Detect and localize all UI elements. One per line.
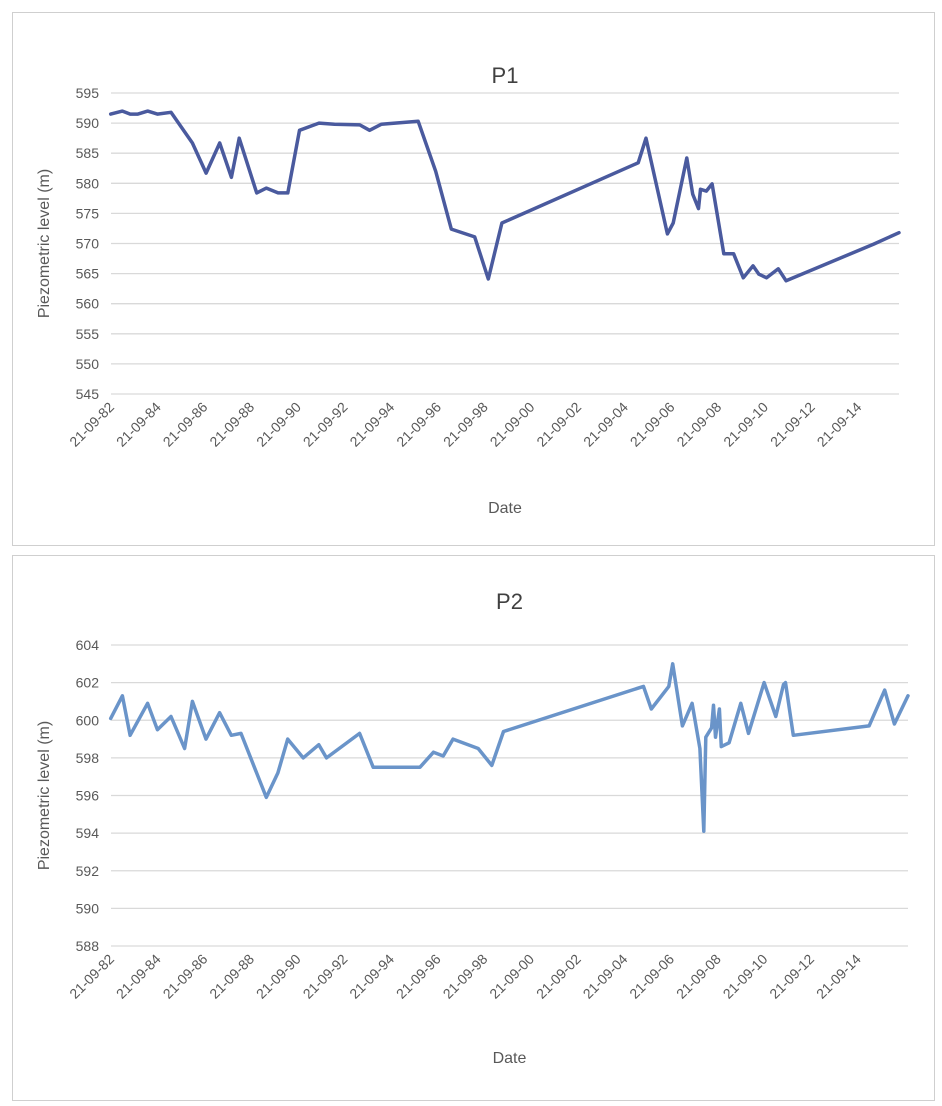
chart-p1: 545 550 555 560 565 570 575 580 585 590 595 21-09-8…: [36, 63, 901, 517]
x-tick-label: 21-09-06: [627, 399, 678, 450]
y-tick-label: 580: [76, 175, 100, 191]
chart-title: P1: [492, 63, 519, 88]
y-tick-label: 596: [76, 788, 100, 804]
x-tick-label: 21-09-92: [300, 399, 351, 450]
x-tick-label: 21-09-82: [66, 399, 117, 450]
y-tick-label: 570: [76, 236, 100, 252]
x-tick-label: 21-09-98: [440, 951, 491, 1002]
x-tick-label: 21-09-94: [346, 951, 397, 1002]
x-tick-label: 21-09-10: [720, 951, 771, 1002]
x-tick-label: 21-09-98: [440, 399, 491, 450]
y-tick-label: 555: [76, 326, 100, 342]
x-tick-label: 21-09-14: [813, 951, 864, 1002]
x-tick-label: 21-09-88: [206, 951, 257, 1002]
x-axis-label: Date: [488, 500, 522, 517]
y-tick-label: 595: [76, 85, 100, 101]
y-tick-label: 600: [76, 712, 100, 728]
x-tick-label: 21-09-12: [767, 399, 818, 450]
chart-p2: 58859059259459659860060260421-09-8221-09…: [36, 589, 910, 1067]
x-tick-label: 21-09-86: [160, 951, 211, 1002]
x-tick-label: 21-09-88: [206, 399, 257, 450]
x-tick-label: 21-09-84: [113, 399, 164, 450]
y-tick-label: 590: [76, 900, 100, 916]
x-tick-label: 21-09-00: [487, 399, 538, 450]
x-tick-label: 21-09-96: [393, 951, 444, 1002]
x-tick-label: 21-09-08: [673, 951, 724, 1002]
x-tick-label: 21-09-04: [580, 951, 631, 1002]
x-tick-label: 21-09-84: [113, 951, 164, 1002]
x-tick-label: 21-09-08: [673, 399, 724, 450]
x-tick-label: 21-09-00: [486, 951, 537, 1002]
x-tick-label: 21-09-92: [300, 951, 351, 1002]
y-tick-label: 594: [76, 825, 100, 841]
x-tick-label: 21-09-86: [160, 399, 211, 450]
x-tick-label: 21-09-10: [720, 399, 771, 450]
x-tick-label: 21-09-14: [814, 399, 865, 450]
chart-panel-p2: 588 590 592 594 596 598 600 602 604 21-09-82 21-09…: [12, 555, 935, 1101]
chart-title: P2: [496, 589, 523, 614]
y-axis-label: Piezometric level (m): [36, 721, 53, 870]
x-tick-label: 21-09-96: [393, 399, 444, 450]
x-tick-label: 21-09-06: [626, 951, 677, 1002]
x-axis-label: Date: [493, 1050, 527, 1067]
x-tick-label: 21-09-90: [253, 399, 304, 450]
x-tick-label: 21-09-82: [66, 951, 117, 1002]
y-tick-label: 602: [76, 675, 100, 691]
y-tick-label: 565: [76, 266, 100, 282]
y-tick-label: 550: [76, 356, 100, 372]
y-tick-label: 560: [76, 296, 100, 312]
y-tick-label: 588: [76, 938, 100, 954]
y-tick-label: 590: [76, 115, 100, 131]
series-line: [108, 662, 910, 833]
chart-panel-p1: 545 550 555 560 565 570 575 580 585 590 595 21-09-8…: [12, 12, 935, 546]
y-tick-label: 592: [76, 863, 100, 879]
x-tick-label: 21-09-94: [346, 399, 397, 450]
x-tick-label: 21-09-02: [533, 399, 584, 450]
y-tick-label: 598: [76, 750, 100, 766]
series-line: [108, 109, 901, 283]
x-tick-label: 21-09-02: [533, 951, 584, 1002]
x-tick-label: 21-09-04: [580, 399, 631, 450]
y-tick-label: 545: [76, 386, 100, 402]
x-tick-label: 21-09-90: [253, 951, 304, 1002]
x-tick-label: 21-09-12: [766, 951, 817, 1002]
y-tick-label: 604: [76, 637, 100, 653]
y-tick-label: 585: [76, 145, 100, 161]
y-tick-label: 575: [76, 205, 100, 221]
y-axis-label: Piezometric level (m): [36, 169, 53, 318]
